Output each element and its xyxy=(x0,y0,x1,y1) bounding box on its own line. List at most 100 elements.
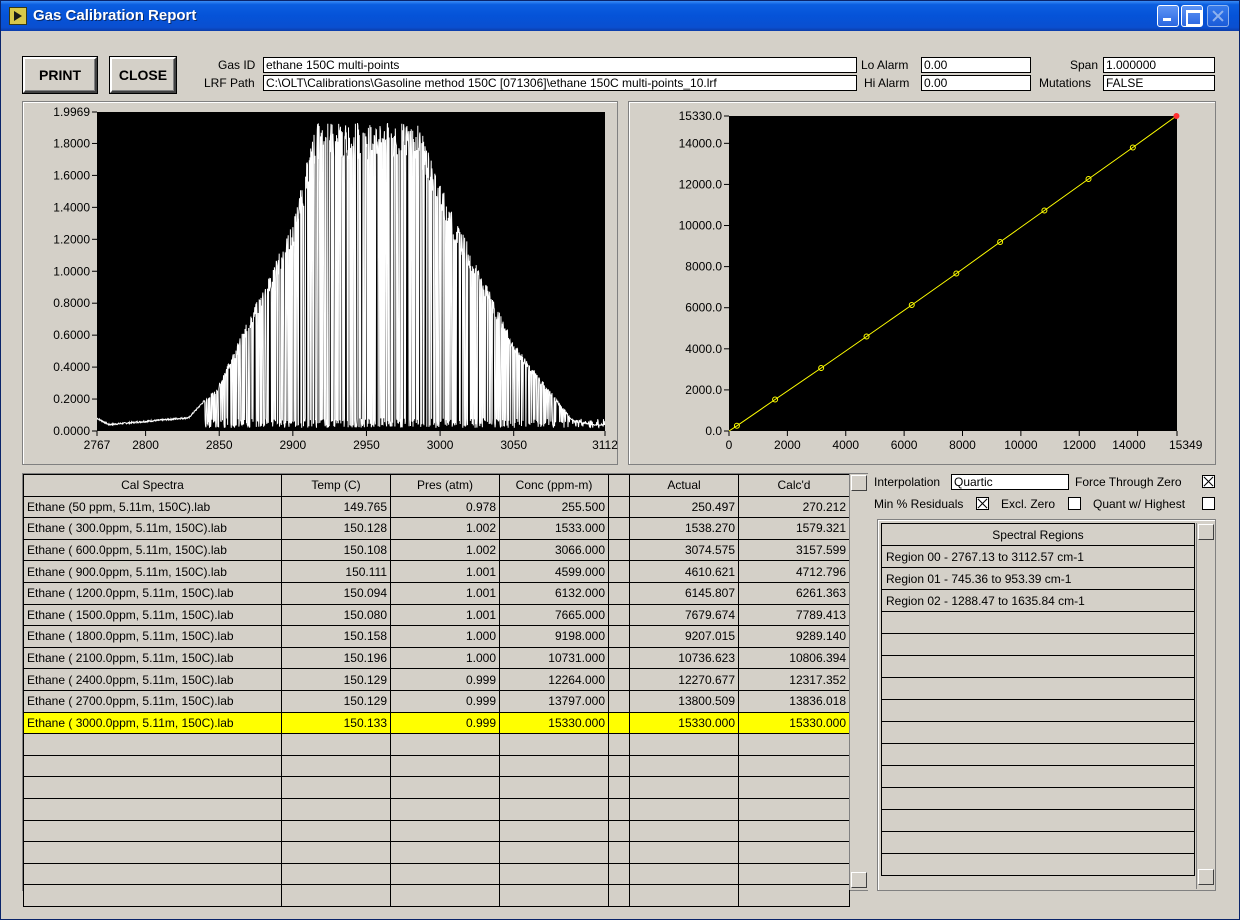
list-item-empty[interactable] xyxy=(881,699,1195,722)
cell-cal-spectra[interactable]: Ethane ( 3000.0ppm, 5.11m, 150C).lab xyxy=(23,711,282,735)
calibration-point[interactable] xyxy=(1041,207,1048,214)
cell-temp[interactable]: 150.080 xyxy=(281,603,391,627)
cell-temp[interactable]: 150.111 xyxy=(281,560,391,583)
cell-actual[interactable]: 12270.677 xyxy=(629,668,739,691)
cell-pres[interactable]: 0.999 xyxy=(390,711,500,735)
list-item-empty[interactable] xyxy=(881,611,1195,634)
cell-calcd[interactable]: 7789.413 xyxy=(738,603,850,627)
lrf-path-field[interactable]: C:\OLT\Calibrations\Gasoline method 150C… xyxy=(263,75,857,91)
col-header-cal-spectra[interactable]: Cal Spectra xyxy=(23,474,282,497)
cell-empty[interactable] xyxy=(608,733,630,756)
cell-conc[interactable]: 7665.000 xyxy=(499,603,609,627)
cell-empty[interactable] xyxy=(738,862,850,886)
list-item-empty[interactable] xyxy=(881,743,1195,766)
cell-temp[interactable]: 150.129 xyxy=(281,668,391,691)
cell-empty[interactable] xyxy=(738,819,850,843)
cell-temp[interactable]: 150.128 xyxy=(281,517,391,540)
cell-pres[interactable]: 0.999 xyxy=(390,689,500,713)
list-item-empty[interactable] xyxy=(881,787,1195,810)
cell-empty[interactable] xyxy=(390,841,500,864)
cell-cal-spectra[interactable]: Ethane ( 1800.0ppm, 5.11m, 150C).lab xyxy=(23,625,282,648)
lo-alarm-field[interactable]: 0.00 xyxy=(921,57,1031,73)
table-row-empty[interactable] xyxy=(23,862,850,886)
list-item-empty[interactable] xyxy=(881,809,1195,832)
col-header-pres[interactable]: Pres (atm) xyxy=(390,474,500,497)
list-item-empty[interactable] xyxy=(881,721,1195,744)
cell-empty[interactable] xyxy=(390,754,500,778)
cell-spacer[interactable] xyxy=(608,689,630,713)
table-row[interactable]: Ethane ( 300.0ppm, 5.11m, 150C).lab 150.1… xyxy=(23,517,850,540)
minimize-button[interactable] xyxy=(1157,5,1179,27)
cell-spacer[interactable] xyxy=(608,625,630,648)
cell-empty[interactable] xyxy=(738,841,850,864)
cell-empty[interactable] xyxy=(629,862,739,886)
list-item[interactable]: Region 02 - 1288.47 to 1635.84 cm-1 xyxy=(881,589,1195,612)
calibration-point[interactable] xyxy=(1085,176,1092,182)
cell-conc[interactable]: 3066.000 xyxy=(499,538,609,562)
cell-empty[interactable] xyxy=(499,776,609,799)
table-row[interactable]: Ethane ( 900.0ppm, 5.11m, 150C).lab 150.1… xyxy=(23,560,850,583)
cell-empty[interactable] xyxy=(390,862,500,886)
calibration-point[interactable] xyxy=(1129,144,1136,151)
table-row[interactable]: Ethane ( 1200.0ppm, 5.11m, 150C).lab 150.… xyxy=(23,581,850,605)
cell-actual[interactable]: 250.497 xyxy=(629,495,739,519)
calibration-chart[interactable]: 0.0 2000.0 4000.0 6000.0 8000.0 10000.0 12000.… xyxy=(629,102,1217,466)
cell-empty[interactable] xyxy=(390,776,500,799)
cell-cal-spectra[interactable]: Ethane ( 300.0ppm, 5.11m, 150C).lab xyxy=(23,517,282,540)
cell-pres[interactable]: 1.000 xyxy=(390,625,500,648)
table-row[interactable]: Ethane ( 1500.0ppm, 5.11m, 150C).lab 150.… xyxy=(23,603,850,627)
table-scroll-top[interactable] xyxy=(851,475,867,491)
cell-spacer[interactable] xyxy=(608,711,630,735)
cell-temp[interactable]: 150.129 xyxy=(281,689,391,713)
maximize-button[interactable] xyxy=(1181,5,1203,27)
cell-cal-spectra[interactable]: Ethane ( 600.0ppm, 5.11m, 150C).lab xyxy=(23,538,282,562)
calibration-plot-area[interactable] xyxy=(729,116,1177,431)
cell-conc[interactable]: 4599.000 xyxy=(499,560,609,583)
span-field[interactable]: 1.000000 xyxy=(1103,57,1215,73)
cell-cal-spectra[interactable]: Ethane (50 ppm, 5.11m, 150C).lab xyxy=(23,495,282,519)
table-row[interactable]: Ethane ( 2100.0ppm, 5.11m, 150C).lab 150.… xyxy=(23,646,850,670)
cell-temp[interactable]: 150.108 xyxy=(281,538,391,562)
cell-spacer[interactable] xyxy=(608,560,630,583)
cell-empty[interactable] xyxy=(608,862,630,886)
close-window-button[interactable] xyxy=(1207,5,1229,27)
cell-temp[interactable]: 150.158 xyxy=(281,625,391,648)
cell-empty[interactable] xyxy=(499,733,609,756)
cell-empty[interactable] xyxy=(629,733,739,756)
cell-spacer[interactable] xyxy=(608,646,630,670)
cell-actual[interactable]: 9207.015 xyxy=(629,625,739,648)
cell-conc[interactable]: 1533.000 xyxy=(499,517,609,540)
table-row[interactable]: Ethane ( 2400.0ppm, 5.11m, 150C).lab 150.… xyxy=(23,668,850,691)
cell-empty[interactable] xyxy=(281,841,391,864)
cell-calcd[interactable]: 13836.018 xyxy=(738,689,850,713)
cell-spacer[interactable] xyxy=(608,517,630,540)
cell-empty[interactable] xyxy=(390,733,500,756)
list-item-empty[interactable] xyxy=(881,765,1195,788)
cell-calcd[interactable]: 10806.394 xyxy=(738,646,850,670)
cell-empty[interactable] xyxy=(499,884,609,907)
cell-empty[interactable] xyxy=(23,819,282,843)
cell-conc[interactable]: 9198.000 xyxy=(499,625,609,648)
calibration-point[interactable] xyxy=(997,239,1004,245)
table-scroll-bottom[interactable] xyxy=(851,872,867,888)
cell-empty[interactable] xyxy=(629,776,739,799)
cell-conc[interactable]: 6132.000 xyxy=(499,581,609,605)
cell-empty[interactable] xyxy=(390,797,500,821)
cell-conc[interactable]: 13797.000 xyxy=(499,689,609,713)
spectrum-chart[interactable]: 0.0000 0.2000 0.4000 0.6000 0.8000 1.0000 1.20… xyxy=(23,102,619,466)
cell-spacer[interactable] xyxy=(608,495,630,519)
calibration-point[interactable] xyxy=(733,422,740,429)
table-row-empty[interactable] xyxy=(23,754,850,778)
table-row-empty[interactable] xyxy=(23,797,850,821)
cell-calcd[interactable]: 9289.140 xyxy=(738,625,850,648)
force-zero-checkbox[interactable] xyxy=(1202,475,1215,488)
cell-actual[interactable]: 6145.807 xyxy=(629,581,739,605)
table-row[interactable]: Ethane ( 2700.0ppm, 5.11m, 150C).lab 150.… xyxy=(23,689,850,713)
cell-empty[interactable] xyxy=(738,776,850,799)
cell-calcd[interactable]: 3157.599 xyxy=(738,538,850,562)
cell-empty[interactable] xyxy=(738,733,850,756)
table-row[interactable]: Ethane ( 600.0ppm, 5.11m, 150C).lab 150.1… xyxy=(23,538,850,562)
cell-empty[interactable] xyxy=(738,797,850,821)
table-row-empty[interactable] xyxy=(23,819,850,843)
cell-empty[interactable] xyxy=(499,797,609,821)
